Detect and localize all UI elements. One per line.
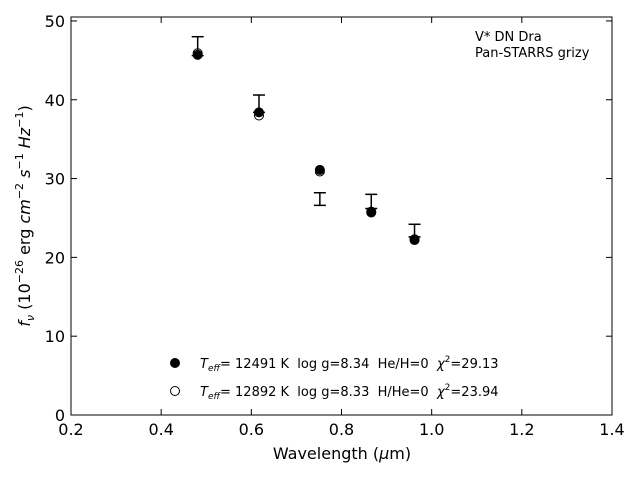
y-tick-label: 50 — [45, 12, 65, 31]
x-tick-label: 0.2 — [58, 420, 83, 439]
x-tick-label: 0.4 — [148, 420, 173, 439]
x-axis-label: Wavelength (μm) — [273, 444, 411, 463]
data-point-open — [314, 166, 325, 177]
x-tick-label: 1.4 — [599, 420, 624, 439]
x-tick-label: 0.8 — [329, 420, 354, 439]
legend-label-2: Teff= 12892 K log g=8.33 H/He=0 χ2=23.94 — [200, 383, 499, 402]
data-point-filled — [253, 107, 264, 118]
legend-label-1: Teff= 12491 K log g=8.34 He/H=0 χ2=29.13 — [200, 355, 499, 374]
chart-title-line-2: Pan-STARRS grizy — [475, 46, 590, 61]
legend-marker-open — [170, 386, 180, 396]
data-point-open — [192, 48, 203, 59]
y-tick-label: 40 — [45, 91, 65, 110]
data-point-open — [409, 234, 420, 245]
data-point-open — [253, 110, 264, 121]
x-tick-label: 1.0 — [419, 420, 444, 439]
y-tick-label: 30 — [45, 170, 65, 189]
y-axis-label: fν (10−26 erg cm−2 s−1 Hz−1) — [13, 105, 37, 326]
data-point-open — [366, 207, 377, 218]
x-tick-label: 0.6 — [239, 420, 264, 439]
y-tick-label: 10 — [45, 327, 65, 346]
y-tick-label: 0 — [55, 406, 65, 425]
legend-marker-filled — [170, 358, 180, 368]
y-tick-label: 20 — [45, 248, 65, 267]
chart-title-line-1: V* DN Dra — [475, 30, 542, 45]
legend: Teff= 12491 K log g=8.34 He/H=0 χ2=29.13… — [170, 355, 499, 402]
x-tick-label: 1.2 — [509, 420, 534, 439]
plot-area: 0.2 0.4 0.6 0.8 1.0 1.2 1.4 0 10 20 30 40 50 — [45, 12, 625, 439]
